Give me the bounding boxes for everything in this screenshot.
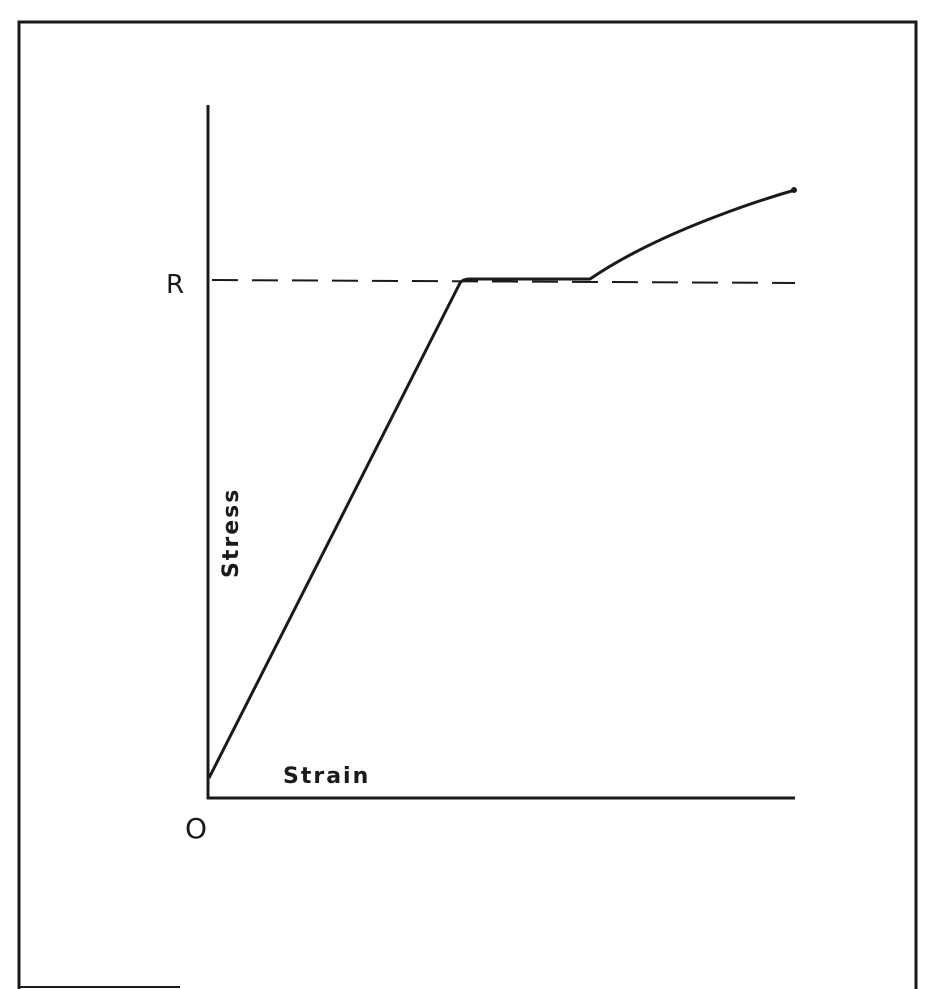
yield-dashed-line [211,279,796,284]
curve-end-point [791,187,797,193]
x-axis-label: Strain [283,764,370,789]
stress-strain-curve [207,188,796,779]
yield-label: R [166,270,184,300]
y-axis-label: Stress [219,488,244,578]
frame-border [17,20,918,989]
origin-label: O [185,812,207,845]
